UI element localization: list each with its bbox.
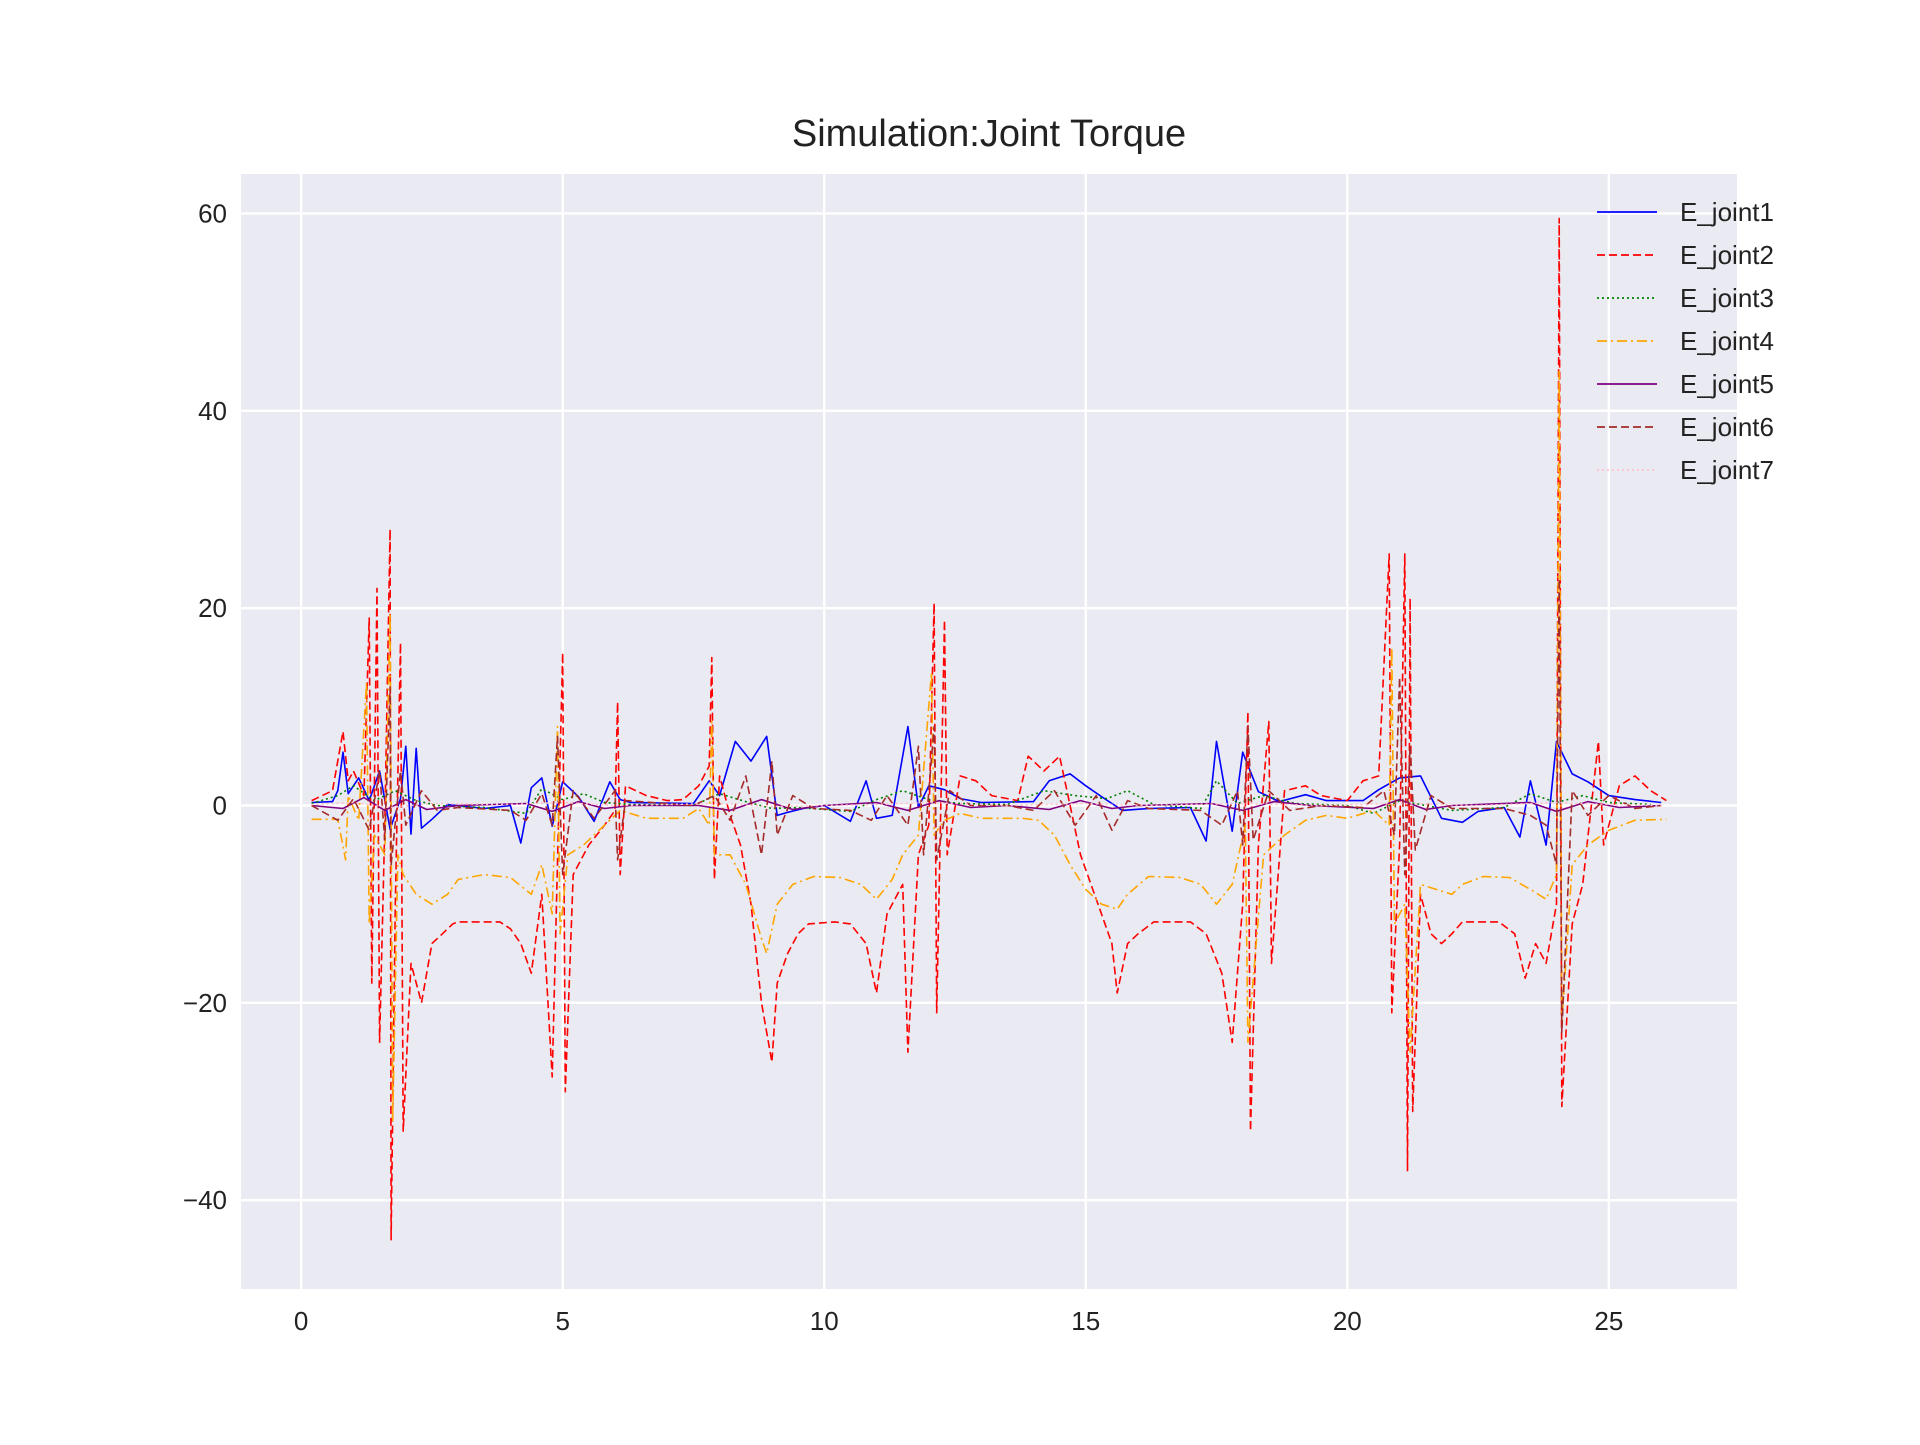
axis-ticks: 0 5 10 15 20 25 −40 −20 0 20 40 60 <box>183 198 1623 1336</box>
x-tick-label: 5 <box>555 1306 569 1336</box>
series-lines <box>311 217 1667 1241</box>
x-tick-label: 15 <box>1071 1306 1100 1336</box>
x-tick-label: 20 <box>1333 1306 1362 1336</box>
y-tick-label: −20 <box>183 988 227 1018</box>
y-tick-label: 20 <box>198 593 227 623</box>
legend-label: E_joint4 <box>1680 326 1774 356</box>
y-tick-label: −40 <box>183 1185 227 1215</box>
x-tick-label: 25 <box>1594 1306 1623 1336</box>
legend: E_joint1 E_joint2 E_joint3 E_joint4 E_joint5… <box>1597 197 1774 485</box>
x-tick-label: 0 <box>294 1306 308 1336</box>
y-tick-label: 40 <box>198 396 227 426</box>
y-tick-label: 0 <box>213 791 227 821</box>
grid <box>241 174 1737 1289</box>
y-tick-label: 60 <box>198 198 227 228</box>
x-tick-label: 10 <box>810 1306 839 1336</box>
legend-label: E_joint7 <box>1680 455 1774 485</box>
plot-area <box>241 174 1737 1289</box>
legend-label: E_joint5 <box>1680 369 1774 399</box>
series-line-e-joint6 <box>311 577 1662 1034</box>
series-line-e-joint7 <box>311 801 1662 809</box>
legend-label: E_joint2 <box>1680 240 1774 270</box>
series-line-e-joint1 <box>311 725 1662 846</box>
series-line-e-joint2 <box>311 217 1667 1241</box>
legend-label: E_joint6 <box>1680 412 1774 442</box>
series-line-e-joint4 <box>311 370 1667 1123</box>
chart-title: Simulation:Joint Torque <box>792 113 1186 155</box>
series-line-e-joint5 <box>311 796 1662 813</box>
legend-label: E_joint1 <box>1680 197 1774 227</box>
legend-label: E_joint3 <box>1680 283 1774 313</box>
